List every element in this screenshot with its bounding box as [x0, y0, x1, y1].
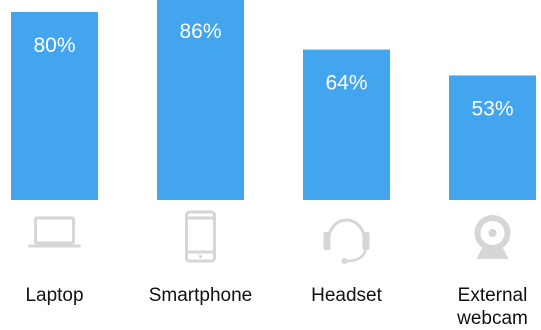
bar-laptop: [11, 12, 98, 200]
webcam-icon: [474, 215, 511, 259]
category-label-line: webcam: [457, 308, 528, 329]
bar-value-label: 86%: [179, 20, 221, 43]
category-label-line: Smartphone: [148, 285, 253, 306]
bar-smartphone: [157, 0, 244, 201]
bar-value-label: 64%: [325, 72, 367, 95]
bar-external-webcam: [449, 75, 536, 200]
bar-value-label: 53%: [471, 97, 513, 120]
category-label: Headset: [282, 284, 412, 307]
headset-icon: [323, 218, 370, 264]
bar-value-label: 80%: [33, 34, 75, 57]
smartphone-icon: [185, 210, 216, 263]
category-label-line: Headset: [311, 285, 382, 306]
category-label-line: External: [457, 285, 528, 306]
category-label: External webcam: [428, 284, 541, 330]
category-label-line: Laptop: [25, 285, 84, 306]
laptop-icon: [28, 216, 81, 248]
category-label: Laptop: [0, 284, 120, 307]
bar-headset: [303, 49, 390, 200]
category-label: Smartphone: [136, 284, 266, 307]
